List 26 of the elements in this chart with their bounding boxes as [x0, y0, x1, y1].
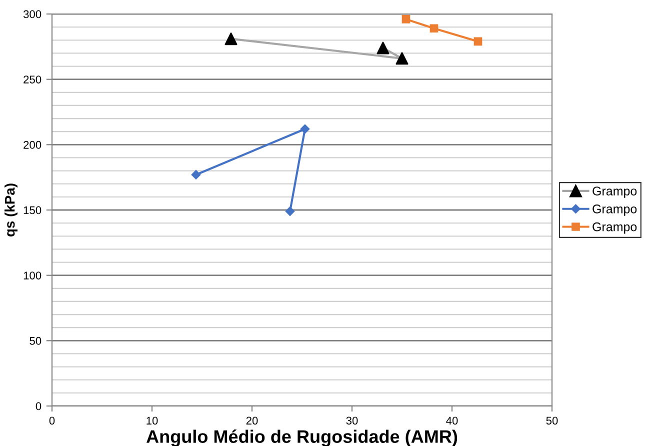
point — [396, 52, 408, 65]
point — [430, 24, 438, 33]
legend-label: Grampo — [592, 186, 637, 198]
point — [300, 124, 310, 134]
y-tick-label: 50 — [30, 336, 42, 345]
y-tick-label: 300 — [23, 10, 42, 18]
point — [285, 206, 295, 216]
x-tick-label: 30 — [346, 416, 358, 425]
y-tick-label: 150 — [24, 206, 42, 214]
y-axis-title: qs (kPa) — [4, 184, 18, 236]
point — [402, 15, 410, 24]
legend-label: Grampo — [592, 204, 637, 216]
y-tick-label: 250 — [24, 76, 42, 84]
x-tick-label: 0 — [49, 416, 55, 425]
y-tick-label: 100 — [24, 272, 42, 280]
point — [376, 42, 390, 54]
point — [191, 170, 201, 180]
x-tick-label: 50 — [546, 416, 558, 425]
legend-label: Grampo — [592, 222, 637, 234]
point — [224, 32, 238, 46]
x-tick-label: 40 — [446, 416, 458, 425]
point — [474, 37, 482, 46]
x-tick-label: 20 — [246, 416, 258, 425]
y-tick-label: 200 — [24, 140, 42, 149]
x-tick-label: 10 — [146, 416, 158, 425]
y-tick-label: 0 — [36, 402, 42, 410]
